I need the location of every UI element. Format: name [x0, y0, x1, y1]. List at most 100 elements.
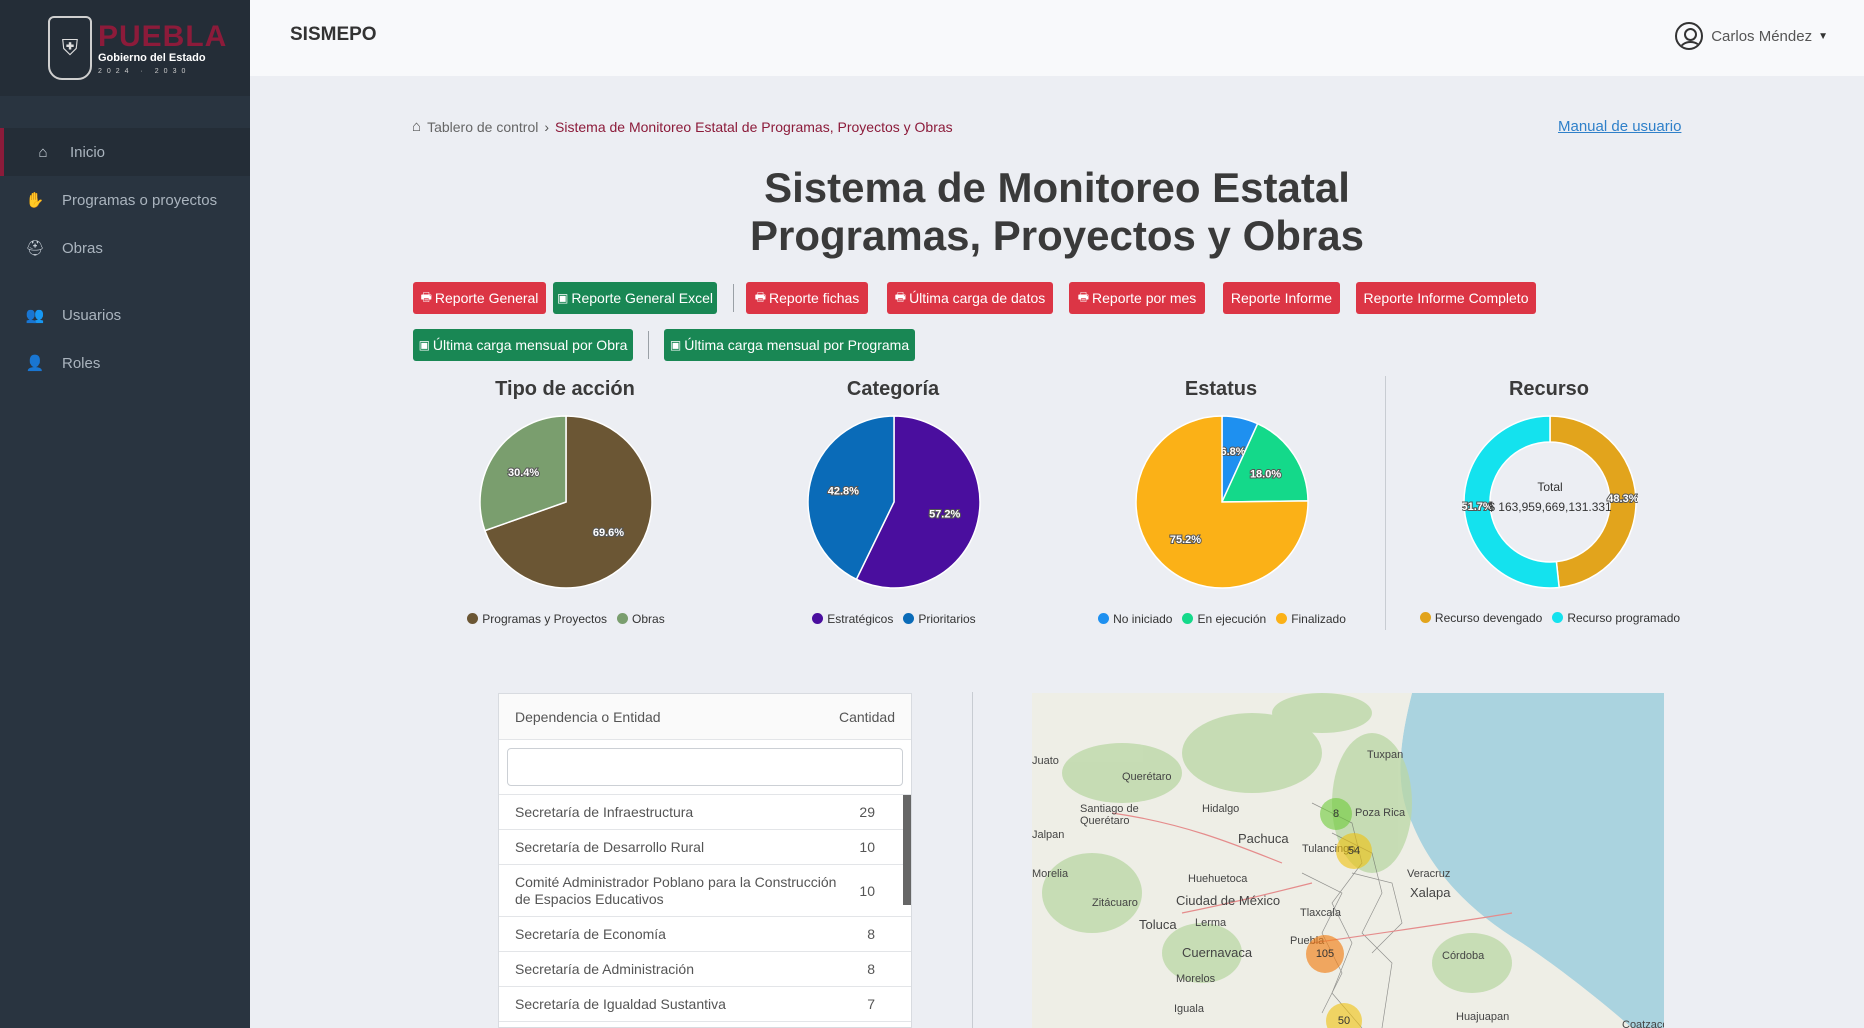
map-label: Iguala — [1174, 1003, 1204, 1015]
legend-item[interactable]: Obras — [617, 612, 665, 626]
sidebar-item-obras[interactable]: ⛑ Obras — [0, 224, 250, 272]
pie-slice[interactable] — [1220, 422, 1309, 503]
legend-dot-icon — [617, 613, 629, 624]
pie-slice[interactable] — [483, 415, 653, 589]
legend-item[interactable]: Estratégicos — [812, 612, 893, 626]
pie-chart-categoria: 57.2% 42.8% — [807, 415, 981, 589]
hand-icon: ✋ — [25, 192, 45, 209]
map-label: Córdoba — [1442, 950, 1485, 962]
chevron-right-icon: › — [544, 118, 550, 135]
map-label: Jalpan — [1032, 829, 1065, 841]
carga-programa-button[interactable]: ▣ Última carga mensual por Programa — [664, 329, 915, 361]
legend-label: En ejecución — [1197, 612, 1267, 626]
legend-label: Estratégicos — [827, 612, 894, 626]
table-body: Secretaría de Infraestructura 29 Secreta… — [499, 794, 911, 1022]
donut-chart-recurso: 48.3% 51.7% — [1462, 415, 1638, 589]
map[interactable]: Juato Querétaro Santiago de Querétaro Hi… — [1032, 693, 1664, 1028]
table-row[interactable]: Secretaría de Administración 8 — [499, 952, 911, 987]
map-cluster[interactable]: 8 — [1320, 798, 1352, 830]
legend-item[interactable]: Prioritarios — [903, 612, 976, 626]
map-label: Ciudad de México — [1176, 893, 1281, 908]
sidebar: ⛨ PUEBLA Gobierno del Estado 2024 · 2030… — [0, 0, 250, 1028]
map-label: Morelia — [1032, 868, 1069, 880]
divider — [972, 692, 973, 1028]
sidebar-item-programas[interactable]: ✋ Programas o proyectos — [0, 176, 250, 224]
logo[interactable]: ⛨ PUEBLA Gobierno del Estado 2024 · 2030 — [0, 0, 250, 96]
user-menu[interactable]: Carlos Méndez ▼ — [1675, 22, 1828, 50]
map-label: Huehuetoca — [1188, 873, 1248, 885]
legend-item[interactable]: Programas y Proyectos — [467, 612, 607, 626]
table-row[interactable]: Secretaría de Economía 8 — [499, 917, 911, 952]
ultima-carga-button[interactable]: 🖶 Última carga de datos — [887, 282, 1053, 314]
pie-slice[interactable] — [1463, 415, 1560, 589]
column-header-cantidad[interactable]: Cantidad — [838, 708, 895, 725]
carga-obra-button[interactable]: ▣ Última carga mensual por Obra — [413, 329, 633, 361]
sidebar-item-usuarios[interactable]: 👥 Usuarios — [0, 291, 250, 339]
donut-center: Total $ 163,959,669,131.331 — [1462, 480, 1638, 514]
user-name: Carlos Méndez — [1711, 27, 1813, 45]
row-count: 7 — [867, 996, 875, 1012]
button-label: Reporte Informe Completo — [1363, 290, 1529, 306]
map-label: Xalapa — [1410, 885, 1451, 900]
cluster-count: 50 — [1337, 1015, 1351, 1027]
printer-icon: 🖶 — [420, 289, 432, 304]
reporte-informe-completo-button[interactable]: Reporte Informe Completo — [1356, 282, 1536, 314]
divider — [733, 284, 734, 312]
top-header: SISMEPO Carlos Méndez ▼ — [250, 0, 1864, 76]
legend-label: Obras — [632, 612, 665, 626]
reporte-general-excel-button[interactable]: ▣ Reporte General Excel — [553, 282, 717, 314]
pie-slice-label: 42.8% — [828, 485, 859, 497]
logo-years: 2024 · 2030 — [98, 67, 191, 75]
pie-slice-label: 6.8% — [1220, 446, 1245, 458]
chart-title-tipo: Tipo de acción — [495, 378, 635, 400]
legend-label: Prioritarios — [918, 612, 976, 626]
chart-title-categoria: Categoría — [846, 378, 940, 400]
pie-slice[interactable] — [1135, 415, 1309, 589]
sidebar-nav: ⌂ Inicio ✋ Programas o proyectos ⛑ Obras… — [0, 128, 250, 387]
row-count: 10 — [859, 839, 875, 855]
logo-name: PUEBLA — [98, 19, 228, 53]
legend-item[interactable]: Recurso devengado — [1419, 611, 1542, 625]
manual-link[interactable]: Manual de usuario — [1558, 118, 1682, 135]
map-cluster[interactable]: 54 — [1336, 833, 1372, 869]
breadcrumb-root[interactable]: Tablero de control — [427, 118, 539, 135]
sidebar-item-inicio[interactable]: ⌂ Inicio — [0, 128, 250, 176]
pie-slice[interactable] — [855, 415, 981, 589]
row-count: 8 — [867, 961, 875, 977]
row-name: Comité Administrador Poblano para la Con… — [515, 873, 837, 907]
reporte-general-button[interactable]: 🖶 Reporte General — [413, 282, 546, 314]
sidebar-item-label: Inicio — [70, 143, 106, 161]
button-label: Reporte General — [434, 290, 539, 306]
app-title: SISMEPO — [290, 24, 377, 45]
table-row[interactable]: Secretaría de Infraestructura 29 — [499, 795, 911, 830]
reporte-informe-button[interactable]: Reporte Informe — [1223, 282, 1340, 314]
button-label: Reporte General Excel — [571, 290, 713, 306]
sidebar-item-roles[interactable]: 👤 Roles — [0, 339, 250, 387]
map-label: Zitácuaro — [1092, 897, 1138, 909]
table-row[interactable]: Secretaría de Desarrollo Rural 10 — [499, 830, 911, 865]
home-icon: ⌂ — [38, 143, 48, 161]
pie-slice[interactable] — [807, 415, 895, 581]
legend-item[interactable]: En ejecución — [1182, 612, 1266, 626]
table-row[interactable]: Secretaría de Igualdad Sustantiva 7 — [499, 987, 911, 1022]
column-header-dependencia[interactable]: Dependencia o Entidad — [515, 708, 661, 725]
legend-item[interactable]: No iniciado — [1098, 612, 1172, 626]
reporte-mes-button[interactable]: 🖶 Reporte por mes — [1069, 282, 1205, 314]
map-label: Pachuca — [1238, 831, 1289, 846]
map-cluster[interactable]: 50 — [1326, 1003, 1362, 1028]
legend-label: Programas y Proyectos — [482, 612, 608, 626]
table-row[interactable]: Comité Administrador Poblano para la Con… — [499, 865, 911, 917]
legend-item[interactable]: Recurso programado — [1552, 611, 1680, 625]
row-count: 8 — [867, 926, 875, 942]
row-name: Secretaría de Igualdad Sustantiva — [515, 995, 726, 1012]
reporte-fichas-button[interactable]: 🖶 Reporte fichas — [746, 282, 868, 314]
table-scrollbar[interactable] — [903, 795, 911, 905]
pie-chart-estatus: 6.8% 18.0% 75.2% — [1135, 415, 1309, 589]
cluster-count: 8 — [1332, 808, 1340, 820]
legend-item[interactable]: Finalizado — [1276, 612, 1346, 626]
map-cluster[interactable]: 105 — [1306, 935, 1344, 973]
pie-slice[interactable] — [479, 415, 567, 532]
pie-slice[interactable] — [1549, 415, 1637, 589]
table-search-input[interactable] — [507, 748, 903, 786]
map-label: Tlaxcala — [1300, 907, 1341, 919]
